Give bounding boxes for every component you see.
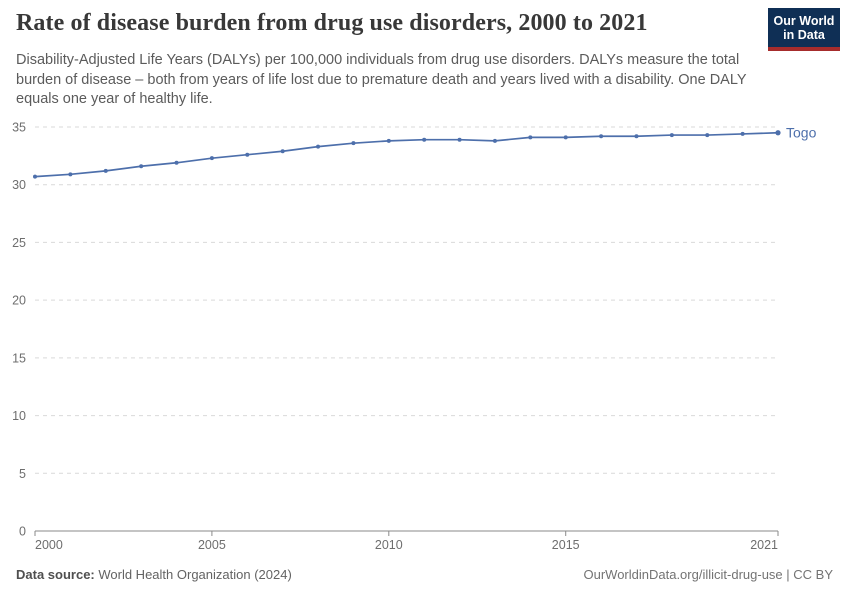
data-point[interactable]: [245, 152, 250, 157]
data-point[interactable]: [422, 137, 427, 142]
owid-logo[interactable]: Our World in Data: [768, 8, 840, 51]
data-point[interactable]: [492, 138, 497, 143]
series-label[interactable]: Togo: [786, 124, 817, 140]
x-axis-tick-label: 2005: [198, 538, 226, 552]
owid-logo-line1: Our World: [773, 14, 835, 28]
data-point[interactable]: [740, 131, 745, 136]
data-point[interactable]: [457, 137, 462, 142]
chart-subtitle: Disability-Adjusted Life Years (DALYs) p…: [16, 52, 747, 107]
credit-license: | CC BY: [782, 567, 833, 582]
data-point[interactable]: [386, 138, 391, 143]
data-point[interactable]: [68, 172, 73, 177]
y-axis-tick-label: 5: [19, 467, 26, 481]
data-point[interactable]: [209, 156, 214, 161]
y-axis-tick-label: 20: [12, 294, 26, 308]
data-source: Data source: World Health Organization (…: [16, 567, 292, 582]
y-axis-tick-label: 10: [12, 409, 26, 423]
y-axis-tick-label: 0: [19, 525, 26, 539]
y-axis-tick-label: 25: [12, 236, 26, 250]
data-line[interactable]: [34, 131, 779, 178]
x-axis-tick-label: 2021: [750, 538, 778, 552]
data-point[interactable]: [634, 134, 639, 139]
credit-url-link[interactable]: OurWorldinData.org/illicit-drug-use: [583, 567, 783, 582]
x-axis-tick-label: 2000: [35, 538, 63, 552]
y-axis-tick-label: 15: [12, 351, 26, 365]
data-point[interactable]: [669, 133, 674, 138]
data-point[interactable]: [705, 133, 710, 138]
data-point[interactable]: [280, 149, 285, 154]
data-source-label: Data source:: [16, 567, 95, 582]
credit-line: OurWorldinData.org/illicit-drug-use | CC…: [583, 567, 833, 582]
data-point[interactable]: [103, 168, 108, 173]
data-point[interactable]: [563, 135, 568, 140]
data-point[interactable]: [33, 174, 37, 179]
data-point[interactable]: [174, 160, 179, 165]
data-point[interactable]: [528, 135, 533, 140]
data-point[interactable]: [351, 141, 356, 146]
x-axis-tick-label: 2010: [375, 538, 403, 552]
page-title: Rate of disease burden from drug use dis…: [16, 10, 648, 36]
data-source-value: World Health Organization (2024): [94, 567, 292, 582]
data-point[interactable]: [599, 134, 604, 139]
data-point[interactable]: [316, 144, 321, 149]
data-point[interactable]: [775, 130, 781, 136]
owid-logo-line2: in Data: [783, 28, 825, 42]
x-axis-tick-label: 2015: [552, 538, 580, 552]
data-point[interactable]: [139, 164, 144, 169]
y-axis-tick-label: 35: [12, 121, 26, 135]
y-axis-tick-label: 30: [12, 178, 26, 192]
